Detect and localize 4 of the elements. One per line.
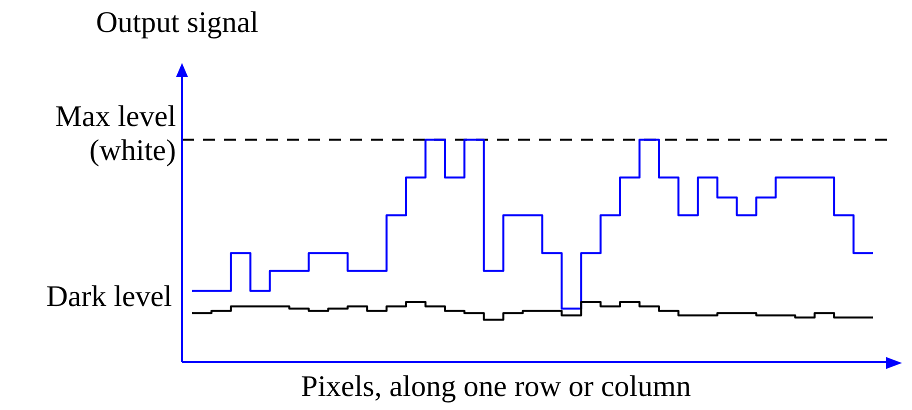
x-axis-title: Pixels, along one row or column [300,370,692,404]
ref-line-label: Max level (white) [54,100,176,168]
y-axis-title: Output signal [96,6,258,40]
series-label: Dark level [46,280,172,314]
